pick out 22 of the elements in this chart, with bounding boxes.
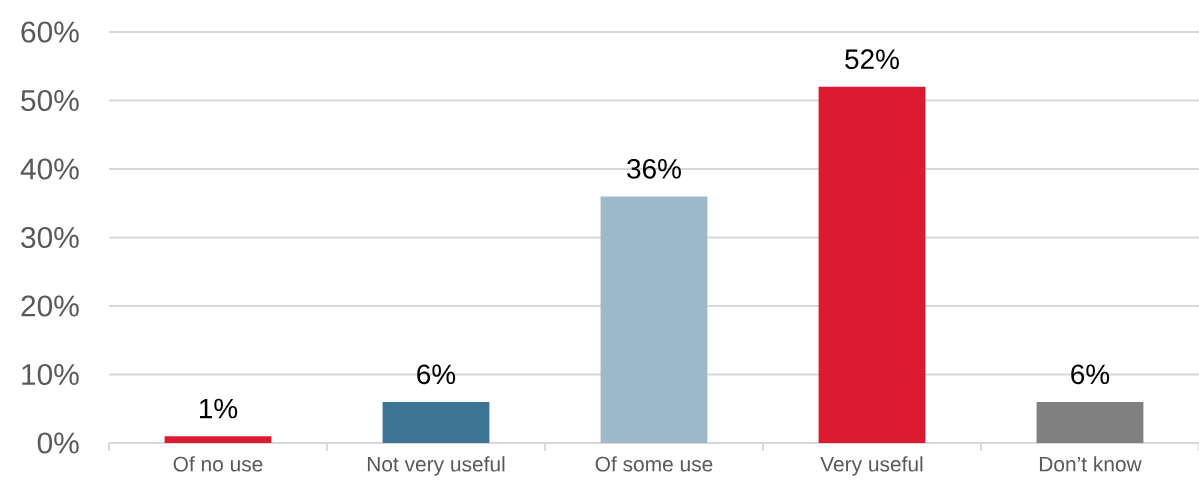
x-tick-label: Not very useful xyxy=(367,456,505,476)
x-tick-label: Very useful xyxy=(820,456,923,476)
data-label: 6% xyxy=(1071,364,1110,385)
bar xyxy=(164,436,272,443)
bar xyxy=(1036,401,1144,443)
x-tick-label: Of some use xyxy=(595,456,713,472)
bar xyxy=(818,86,926,443)
bar xyxy=(382,401,490,443)
x-tick-label: Of no use xyxy=(173,456,263,472)
data-label: 36% xyxy=(627,158,681,179)
y-tick-label: 20% xyxy=(21,295,79,317)
y-tick-label: 40% xyxy=(20,158,79,180)
data-label: 6% xyxy=(417,364,456,385)
y-tick-label: 50% xyxy=(21,89,79,112)
y-tick-label: 30% xyxy=(21,226,79,249)
data-label: 52% xyxy=(845,49,899,70)
y-tick-label: 0% xyxy=(37,432,79,454)
y-tick-label: 10% xyxy=(22,363,79,386)
y-tick-label: 60% xyxy=(21,21,79,43)
x-tick-label: Don’t know xyxy=(1039,456,1142,472)
data-label: 1% xyxy=(199,398,238,419)
bar xyxy=(600,196,708,443)
